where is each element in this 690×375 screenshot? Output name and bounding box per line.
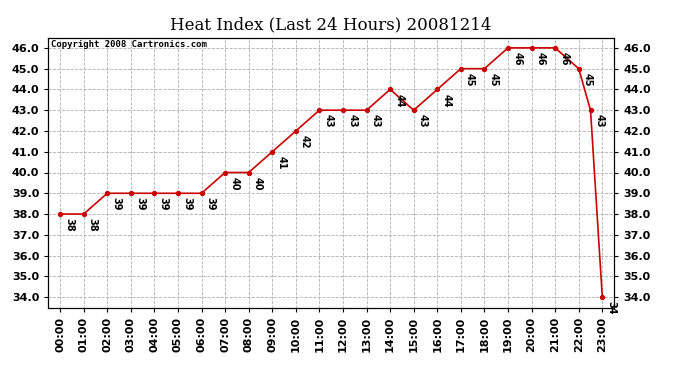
Text: 45: 45 <box>465 73 475 86</box>
Text: 46: 46 <box>560 52 569 66</box>
Text: 40: 40 <box>229 177 239 190</box>
Text: 43: 43 <box>595 114 604 128</box>
Text: 38: 38 <box>64 218 75 232</box>
Text: 45: 45 <box>489 73 499 86</box>
Text: 39: 39 <box>182 197 192 211</box>
Text: 39: 39 <box>111 197 121 211</box>
Title: Heat Index (Last 24 Hours) 20081214: Heat Index (Last 24 Hours) 20081214 <box>170 16 492 33</box>
Text: 43: 43 <box>324 114 333 128</box>
Text: 46: 46 <box>535 52 546 66</box>
Text: 44: 44 <box>442 94 451 107</box>
Text: 39: 39 <box>159 197 168 211</box>
Text: Copyright 2008 Cartronics.com: Copyright 2008 Cartronics.com <box>51 40 207 49</box>
Text: 43: 43 <box>347 114 357 128</box>
Text: 39: 39 <box>135 197 145 211</box>
Text: 46: 46 <box>512 52 522 66</box>
Text: 39: 39 <box>206 197 216 211</box>
Text: 43: 43 <box>418 114 428 128</box>
Text: 41: 41 <box>277 156 286 170</box>
Text: 44: 44 <box>394 94 404 107</box>
Text: 42: 42 <box>300 135 310 148</box>
Text: 43: 43 <box>371 114 381 128</box>
Text: 38: 38 <box>88 218 98 232</box>
Text: 34: 34 <box>607 301 616 315</box>
Text: 45: 45 <box>583 73 593 86</box>
Text: 40: 40 <box>253 177 263 190</box>
